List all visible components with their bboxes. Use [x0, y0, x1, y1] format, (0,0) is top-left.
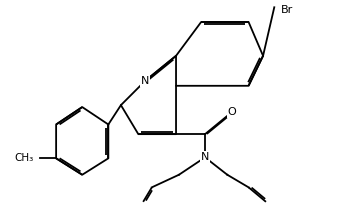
Text: CH₃: CH₃ [15, 153, 34, 163]
Text: N: N [141, 76, 149, 86]
Text: Br: Br [280, 5, 293, 15]
Text: N: N [201, 152, 209, 162]
Text: O: O [228, 107, 236, 117]
